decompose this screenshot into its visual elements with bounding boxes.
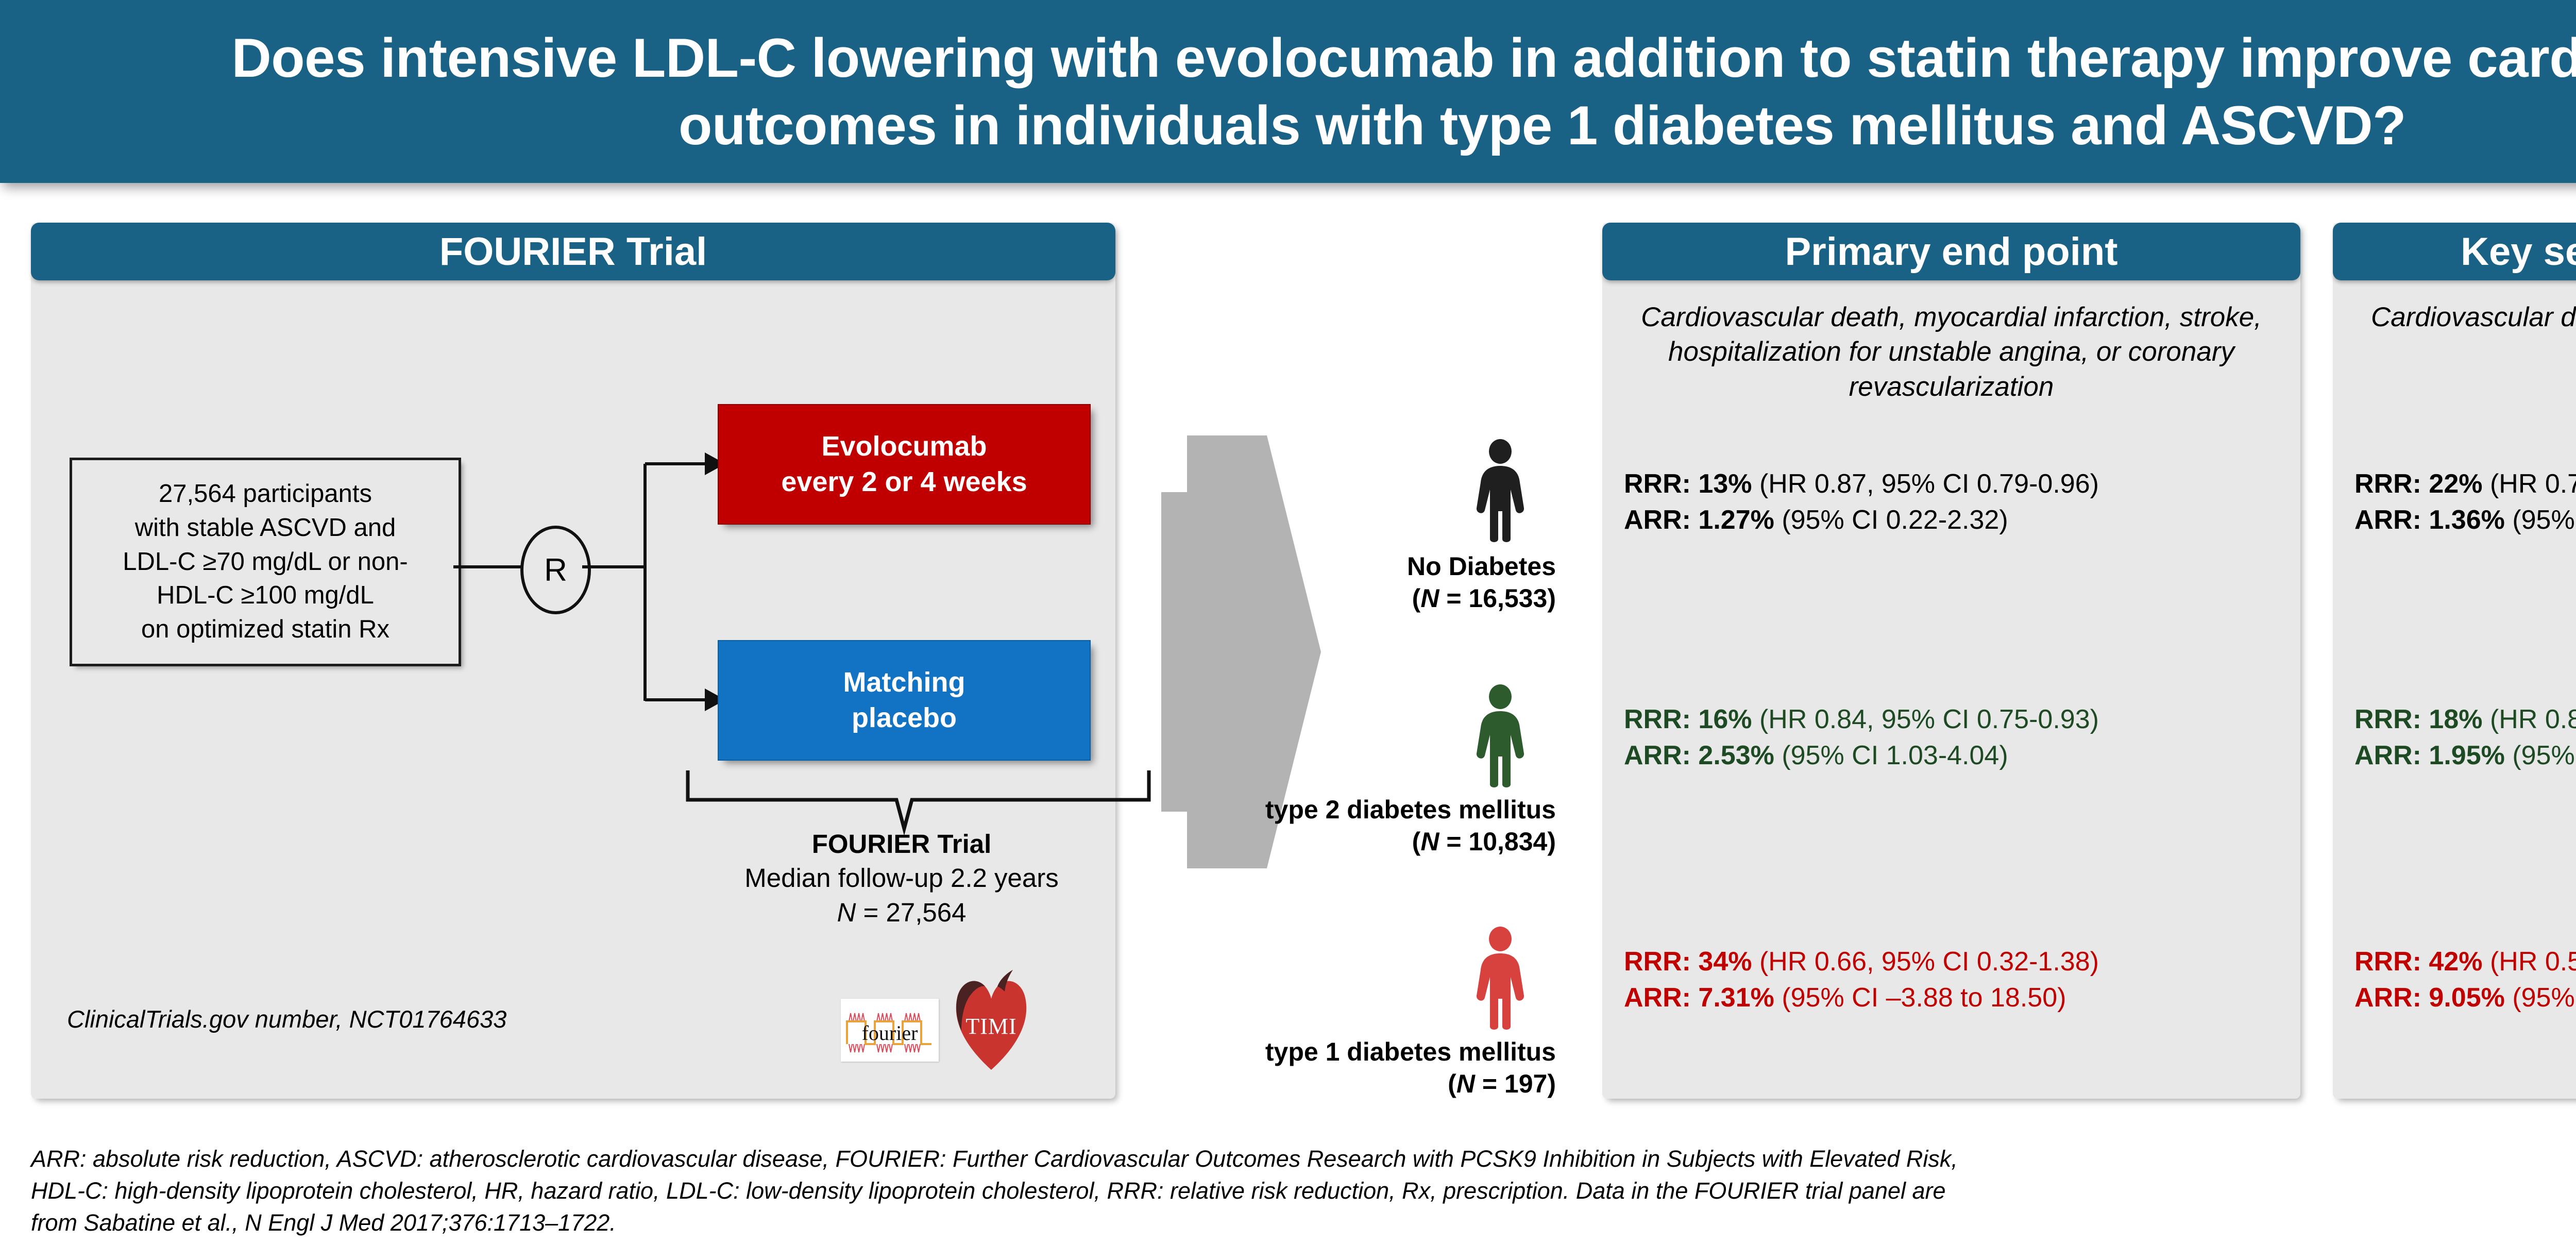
cohort-n-symbol-no-diabetes: N bbox=[1420, 584, 1439, 613]
cohort-n-symbol-type1: N bbox=[1456, 1069, 1475, 1098]
evolocumab-line-2: every 2 or 4 weeks bbox=[781, 466, 1027, 497]
primary-rrr-label-type1: RRR: 34% bbox=[1624, 947, 1752, 977]
secondary-stats-no-diabetes: RRR: 22% (HR 0.78, 95% CI 0.69-0.89) ARR… bbox=[2354, 466, 2576, 538]
svg-text:TIMI: TIMI bbox=[965, 1014, 1016, 1039]
primary-arr-label-type2: ARR: 2.53% bbox=[1624, 740, 1774, 770]
cohort-n-symbol-type2: N bbox=[1420, 827, 1439, 856]
primary-rrr-label-no-diabetes: RRR: 13% bbox=[1624, 469, 1752, 499]
secondary-rrr-detail-no-diabetes: (HR 0.78, 95% CI 0.69-0.89) bbox=[2489, 469, 2576, 499]
fourier-panel-header: FOURIER Trial bbox=[31, 223, 1115, 280]
primary-arr-label-type1: ARR: 7.31% bbox=[1624, 982, 1774, 1013]
title-bar: Does intensive LDL-C lowering with evolo… bbox=[0, 0, 2576, 183]
person-icon-type1-diabetes bbox=[1476, 927, 1524, 1030]
cohort-label-type1-name: type 1 diabetes mellitus bbox=[1265, 1037, 1556, 1066]
followup-brace bbox=[686, 770, 1151, 836]
cohort-n-value-type1: = 197 bbox=[1475, 1069, 1548, 1098]
connector-participants-to-randomization bbox=[453, 565, 523, 568]
footnote-line-3: from Sabatine et al., N Engl J Med 2017;… bbox=[31, 1209, 616, 1236]
fourier-panel-header-label: FOURIER Trial bbox=[439, 229, 707, 274]
primary-endpoint-panel: Primary end point Cardiovascular death, … bbox=[1602, 223, 2300, 1099]
participants-text: 27,564 participants with stable ASCVD an… bbox=[117, 477, 413, 646]
primary-arr-detail-type1: (95% CI –3.88 to 18.50) bbox=[1774, 982, 2066, 1013]
cohort-label-no-diabetes: No Diabetes (N = 16,533) bbox=[1195, 550, 1556, 614]
cohort-label-no-diabetes-name: No Diabetes bbox=[1407, 552, 1556, 581]
placebo-line-1: Matching bbox=[843, 666, 965, 698]
svg-text:fourier: fourier bbox=[862, 1021, 918, 1045]
participants-box: 27,564 participants with stable ASCVD an… bbox=[70, 458, 461, 666]
evolocumab-arm-box: Evolocumab every 2 or 4 weeks bbox=[718, 404, 1091, 525]
primary-rrr-label-type2: RRR: 16% bbox=[1624, 704, 1752, 734]
person-icon-no-diabetes bbox=[1476, 439, 1524, 542]
primary-arr-label-no-diabetes: ARR: 1.27% bbox=[1624, 505, 1774, 535]
primary-stats-type2-diabetes: RRR: 16% (HR 0.84, 95% CI 0.75-0.93) ARR… bbox=[1624, 702, 2099, 774]
participants-line-1: 27,564 participants bbox=[158, 480, 372, 508]
cohort-label-type2-diabetes: type 2 diabetes mellitus (N = 10,834) bbox=[1092, 794, 1556, 858]
secondary-arr-detail-type2: (95% CI 0.66-3.24) bbox=[2512, 740, 2576, 770]
followup-trial-name: FOURIER Trial bbox=[811, 829, 992, 859]
secondary-rrr-label-no-diabetes: RRR: 22% bbox=[2354, 469, 2483, 499]
participants-line-5: on optimized statin Rx bbox=[141, 615, 390, 643]
secondary-rrr-detail-type2: (HR 0.82, 95% CI 0.72-0.94) bbox=[2489, 704, 2576, 734]
placebo-line-2: placebo bbox=[851, 702, 957, 733]
clinicaltrials-registration: ClinicalTrials.gov number, NCT01764633 bbox=[67, 1005, 507, 1033]
primary-stats-type1-diabetes: RRR: 34% (HR 0.66, 95% CI 0.32-1.38) ARR… bbox=[1624, 944, 2099, 1016]
primary-rrr-detail-type1: (HR 0.66, 95% CI 0.32-1.38) bbox=[1752, 947, 2099, 977]
cohort-label-type1-diabetes: type 1 diabetes mellitus (N = 197) bbox=[1092, 1036, 1556, 1100]
followup-n: N = 27,564 bbox=[639, 896, 1164, 930]
secondary-endpoint-panel: Key secondary end point Cardiovascular d… bbox=[2333, 223, 2576, 1099]
participants-line-3: LDL-C ≥70 mg/dL or non- bbox=[123, 547, 408, 576]
person-icon-type2-diabetes bbox=[1476, 684, 1524, 787]
primary-stats-no-diabetes: RRR: 13% (HR 0.87, 95% CI 0.79-0.96) ARR… bbox=[1624, 466, 2099, 538]
timi-logo: TIMI bbox=[944, 969, 1039, 1072]
footnote-line-1: ARR: absolute risk reduction, ASCVD: ath… bbox=[31, 1146, 1958, 1172]
secondary-stats-type2-diabetes: RRR: 18% (HR 0.82, 95% CI 0.72-0.94) ARR… bbox=[2354, 702, 2576, 774]
secondary-arr-detail-type1: (95% CI –1.24 to 19.33) bbox=[2512, 982, 2576, 1013]
primary-endpoint-header-label: Primary end point bbox=[1785, 229, 2118, 274]
primary-endpoint-header: Primary end point bbox=[1602, 223, 2300, 280]
cohort-label-type2-name: type 2 diabetes mellitus bbox=[1265, 795, 1556, 824]
cohort-n-value-no-diabetes: = 16,533 bbox=[1439, 584, 1548, 613]
primary-endpoint-description: Cardiovascular death, myocardial infarct… bbox=[1641, 302, 2262, 402]
secondary-endpoint-header-label: Key secondary end point bbox=[2461, 229, 2576, 274]
evolocumab-arm-label: Evolocumab every 2 or 4 weeks bbox=[781, 429, 1027, 500]
secondary-arr-label-type1: ARR: 9.05% bbox=[2354, 982, 2505, 1013]
primary-arr-detail-no-diabetes: (95% CI 0.22-2.32) bbox=[1774, 505, 2008, 535]
secondary-rrr-detail-type1: (HR 0.58, 95% CI 0.26-1.32) bbox=[2489, 947, 2576, 977]
secondary-rrr-label-type2: RRR: 18% bbox=[2354, 704, 2483, 734]
followup-summary: FOURIER Trial Median follow-up 2.2 years… bbox=[639, 827, 1164, 930]
randomization-node: R bbox=[520, 526, 591, 614]
secondary-stats-type1-diabetes: RRR: 42% (HR 0.58, 95% CI 0.26-1.32) ARR… bbox=[2354, 944, 2576, 1016]
secondary-rrr-label-type1: RRR: 42% bbox=[2354, 947, 2483, 977]
followup-duration: Median follow-up 2.2 years bbox=[744, 863, 1059, 893]
randomization-branch-arrows bbox=[582, 452, 725, 711]
followup-n-symbol: N bbox=[837, 897, 856, 927]
primary-rrr-detail-type2: (HR 0.84, 95% CI 0.75-0.93) bbox=[1752, 704, 2099, 734]
participants-line-2: with stable ASCVD and bbox=[134, 514, 396, 542]
primary-arr-detail-type2: (95% CI 1.03-4.04) bbox=[1774, 740, 2008, 770]
primary-rrr-detail-no-diabetes: (HR 0.87, 95% CI 0.79-0.96) bbox=[1752, 469, 2099, 499]
secondary-endpoint-description: Cardiovascular death, myocardial infarct… bbox=[2371, 302, 2576, 332]
secondary-arr-label-no-diabetes: ARR: 1.36% bbox=[2354, 505, 2505, 535]
placebo-arm-box: Matching placebo bbox=[718, 640, 1091, 761]
fourier-logo: fourier bbox=[841, 999, 939, 1062]
participants-line-4: HDL-C ≥100 mg/dL bbox=[157, 581, 374, 610]
secondary-endpoint-header: Key secondary end point bbox=[2333, 223, 2576, 280]
secondary-arr-label-type2: ARR: 1.95% bbox=[2354, 740, 2505, 770]
page-title: Does intensive LDL-C lowering with evolo… bbox=[231, 26, 2576, 156]
secondary-arr-detail-no-diabetes: (95% CI 0.53-2.18) bbox=[2512, 505, 2576, 535]
funnel-arrow-icon bbox=[1161, 435, 1321, 868]
randomization-label: R bbox=[544, 552, 567, 588]
footnote: ARR: absolute risk reduction, ASCVD: ath… bbox=[31, 1143, 2576, 1239]
footnote-line-2: HDL-C: high-density lipoprotein choleste… bbox=[31, 1178, 1946, 1204]
placebo-arm-label: Matching placebo bbox=[843, 665, 965, 736]
evolocumab-line-1: Evolocumab bbox=[821, 430, 987, 462]
cohort-n-value-type2: = 10,834 bbox=[1439, 827, 1548, 856]
followup-n-value: = 27,564 bbox=[856, 897, 967, 927]
